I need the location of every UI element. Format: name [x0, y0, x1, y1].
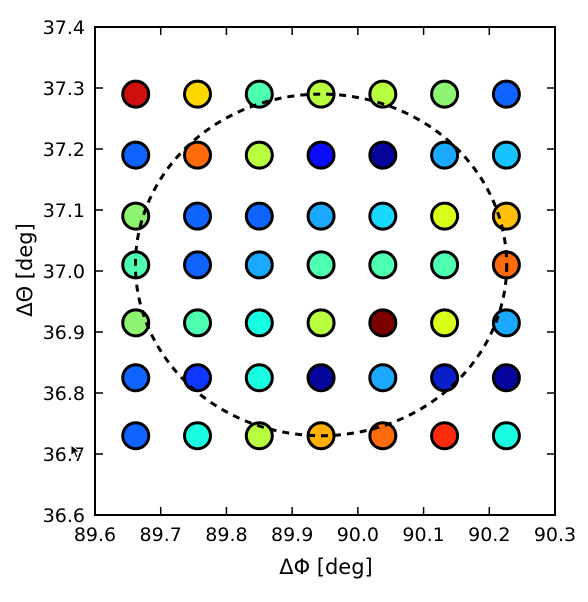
data-point [430, 201, 460, 231]
y-tick-labels: 36.636.736.836.937.037.137.237.337.4 [43, 17, 85, 527]
data-point [121, 308, 151, 338]
data-point [183, 363, 213, 393]
data-point [491, 421, 521, 451]
data-point [368, 421, 398, 451]
y-tick-label: 36.6 [43, 505, 85, 527]
data-points [121, 79, 521, 451]
data-point [430, 79, 460, 109]
data-point [183, 421, 213, 451]
x-tick-label: 90.1 [402, 524, 444, 546]
data-point [244, 250, 274, 280]
data-point [368, 308, 398, 338]
data-point [306, 201, 336, 231]
data-point [306, 250, 336, 280]
data-point [183, 308, 213, 338]
data-point [121, 79, 151, 109]
data-point [183, 140, 213, 170]
data-point [244, 201, 274, 231]
data-point [244, 308, 274, 338]
data-point [491, 79, 521, 109]
data-point [183, 250, 213, 280]
data-point [121, 421, 151, 451]
dashed-circle [133, 92, 509, 438]
data-point [491, 308, 521, 338]
data-point [430, 363, 460, 393]
data-point [244, 79, 274, 109]
data-point [183, 201, 213, 231]
y-tick-label: 37.1 [43, 200, 85, 222]
data-point [368, 140, 398, 170]
x-axis-label: ΔΦ [deg] [279, 555, 373, 579]
data-point [306, 363, 336, 393]
y-tick-label: 37.4 [43, 17, 85, 39]
y-axis-label: ΔΘ [deg] [13, 223, 37, 317]
dashed-circle-layer [133, 92, 509, 438]
data-point [430, 308, 460, 338]
data-point [244, 421, 274, 451]
y-tick-label: 36.9 [43, 322, 85, 344]
x-tick-labels: 89.6 89.7 89.8 89.9 90.0 90.1 90.2 90.3 [74, 524, 576, 546]
data-point [121, 363, 151, 393]
data-point [368, 79, 398, 109]
y-tick-label: 37.3 [43, 78, 85, 100]
data-point [244, 363, 274, 393]
data-point [306, 79, 336, 109]
x-tick-label: 89.7 [140, 524, 182, 546]
data-point [368, 201, 398, 231]
data-point [121, 201, 151, 231]
axes [94, 26, 556, 516]
x-tick-label: 90.0 [337, 524, 379, 546]
y-tick-label: 37.0 [43, 261, 85, 283]
data-point [491, 140, 521, 170]
y-tick-label: 37.2 [43, 139, 85, 161]
data-point [121, 140, 151, 170]
data-point [244, 140, 274, 170]
data-point [430, 250, 460, 280]
data-point [306, 140, 336, 170]
data-point [368, 250, 398, 280]
x-tick-label: 90.2 [468, 524, 510, 546]
data-point [491, 363, 521, 393]
data-point [183, 79, 213, 109]
data-point [430, 140, 460, 170]
y-tick-label: 36.8 [43, 383, 85, 405]
x-tick-label: 90.3 [534, 524, 576, 546]
data-point [306, 308, 336, 338]
x-tick-label: 89.6 [74, 524, 116, 546]
data-point [368, 363, 398, 393]
x-tick-label: 89.9 [271, 524, 313, 546]
x-tick-label: 89.8 [205, 524, 247, 546]
mouse-cursor-icon [70, 444, 82, 459]
data-point [430, 421, 460, 451]
data-point [491, 201, 521, 231]
